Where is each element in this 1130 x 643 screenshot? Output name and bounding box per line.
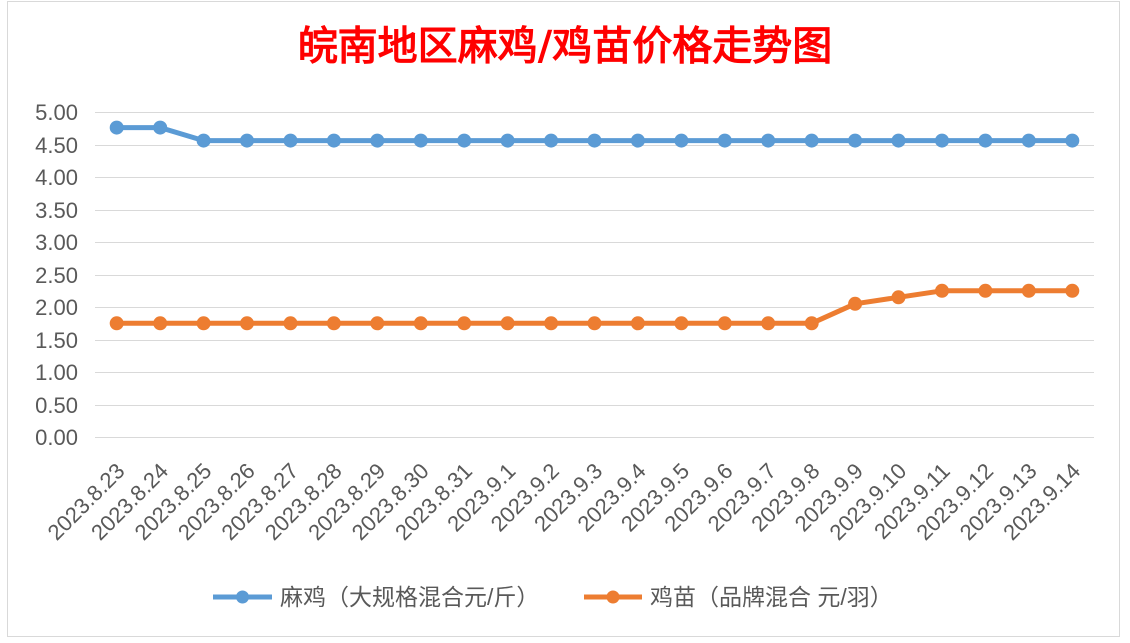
series-2-point xyxy=(196,316,211,331)
series-1-point xyxy=(848,133,863,148)
gridlines xyxy=(95,112,1094,438)
y-tick-label: 4.00 xyxy=(35,165,78,190)
series-2-point xyxy=(587,316,602,331)
legend-point-marker xyxy=(236,590,249,604)
series-1-point xyxy=(544,133,559,148)
series-2 xyxy=(109,283,1080,331)
series-2-point xyxy=(978,283,993,298)
legend-item-series-2: 鸡苗（品牌混合 元/羽） xyxy=(584,584,893,610)
series-1-point xyxy=(1021,133,1036,148)
series-1-point xyxy=(1065,133,1080,148)
series-2-point xyxy=(935,283,949,298)
series-1-point xyxy=(761,133,776,148)
y-tick-label: 1.00 xyxy=(35,360,78,385)
y-tick-label: 0.00 xyxy=(35,425,78,450)
series-1-point xyxy=(413,133,428,148)
legend-point-marker xyxy=(606,590,620,604)
series-1-point xyxy=(935,133,949,148)
series-1 xyxy=(109,120,1080,148)
series-2-point xyxy=(413,316,428,331)
series-2-point xyxy=(717,316,732,331)
series-1-point xyxy=(153,120,168,135)
series-1-point xyxy=(283,133,298,148)
series-2-point xyxy=(283,316,298,331)
y-tick-label: 3.50 xyxy=(35,198,78,223)
series-2-point xyxy=(544,316,559,331)
series-2-point xyxy=(761,316,776,331)
legend-label: 麻鸡（大规格混合元/斤） xyxy=(280,584,539,610)
series-2-point xyxy=(891,290,906,305)
series-2-point xyxy=(457,316,472,331)
series-2-point xyxy=(804,316,819,331)
series-1-point xyxy=(891,133,906,148)
legend: 麻鸡（大规格混合元/斤） 鸡苗（品牌混合 元/羽） xyxy=(213,584,893,610)
series-1-point xyxy=(457,133,472,148)
legend-label: 鸡苗（品牌混合 元/羽） xyxy=(650,584,893,610)
series-2-point xyxy=(674,316,689,331)
series-1-point xyxy=(804,133,819,148)
series-1-point xyxy=(587,133,602,148)
y-tick-label: 2.00 xyxy=(35,295,78,320)
y-tick-label: 0.50 xyxy=(35,393,78,418)
series-1-point xyxy=(326,133,341,148)
chart-border xyxy=(7,1,1120,637)
series-1-point xyxy=(717,133,732,148)
series-2-point xyxy=(370,316,385,331)
y-tick-label: 3.00 xyxy=(35,230,78,255)
series-2-point xyxy=(240,316,254,331)
series-2-point xyxy=(153,316,168,331)
y-tick-label: 4.50 xyxy=(35,133,78,158)
series-1-point xyxy=(196,133,211,148)
y-tick-label: 5.00 xyxy=(35,100,78,125)
series-2-point xyxy=(630,316,645,331)
series-2-point xyxy=(326,316,341,331)
series-1-point xyxy=(978,133,993,148)
y-axis-labels: 0.00 0.50 1.00 1.50 2.00 2.50 3.00 3.50 4.00 4.50… xyxy=(35,100,78,450)
series-1-point xyxy=(109,120,124,135)
series-1-point xyxy=(674,133,689,148)
series-1-point xyxy=(240,133,254,148)
series-1-point xyxy=(500,133,515,148)
series-1-point xyxy=(630,133,645,148)
series-2-point xyxy=(109,316,124,331)
series-2-point xyxy=(848,296,863,311)
y-tick-label: 1.50 xyxy=(35,328,78,353)
series-2-point xyxy=(1065,283,1080,298)
chart-title: 皖南地区麻鸡/鸡苗价格走势图 xyxy=(298,23,833,70)
series-layer xyxy=(109,120,1080,331)
series-2-point xyxy=(1021,283,1036,298)
series-2-point xyxy=(500,316,515,331)
y-tick-label: 2.50 xyxy=(35,263,78,288)
series-1-point xyxy=(370,133,385,148)
legend-item-series-1: 麻鸡（大规格混合元/斤） xyxy=(213,584,539,610)
